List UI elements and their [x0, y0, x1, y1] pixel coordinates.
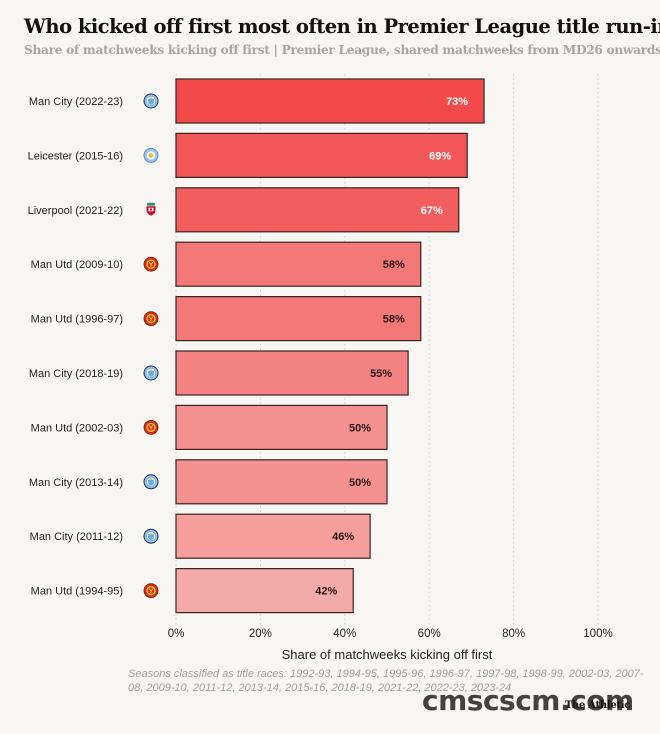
bar-row: Liverpool (2021-22) 67% [28, 187, 460, 233]
man-city-crest-icon [143, 474, 159, 490]
leicester-crest-icon [143, 147, 159, 163]
x-tick-label: 0% [168, 628, 185, 640]
bar [175, 567, 354, 614]
chart-title: Who kicked off first most often in Premi… [24, 15, 660, 38]
value-label: 46% [332, 531, 354, 543]
man-utd-crest-icon [143, 311, 159, 327]
category-label: Man City (2018-19) [29, 368, 123, 380]
man-utd-crest-icon [143, 583, 159, 598]
chart-subtitle: Share of matchweeks kicking off first | … [24, 43, 660, 57]
bar [175, 350, 409, 396]
bar-rows: Man City (2022-23) 73% Leicester (2015-16)… [28, 78, 485, 614]
bar [175, 78, 485, 124]
man-city-crest-icon [143, 365, 159, 381]
x-tick-label: 40% [333, 628, 356, 640]
category-label: Man City (2011-12) [30, 531, 123, 543]
value-label: 69% [429, 150, 451, 162]
bar [175, 513, 371, 559]
category-label: Leicester (2015-16) [28, 150, 123, 162]
bar [175, 296, 422, 342]
category-label: Man Utd (2009-10) [31, 259, 123, 271]
category-label: Man Utd (2002-03) [31, 422, 123, 434]
man-city-crest-icon [143, 528, 159, 544]
bar-row: Man Utd (1994-95) 42% [31, 567, 354, 614]
footnote: Seasons classified as title races: 1992-… [128, 668, 644, 694]
category-label: Man City (2022-23) [29, 96, 123, 108]
category-label: Man City (2013-14) [29, 477, 123, 489]
bar-row: Man City (2022-23) 73% [29, 78, 485, 124]
watermark: cmscscm.com [422, 684, 634, 717]
x-tick-label: 20% [249, 628, 272, 640]
value-label: 67% [421, 205, 443, 217]
bar-row: Man Utd (2009-10) 58% [31, 241, 422, 287]
value-label: 50% [349, 477, 371, 489]
bar [175, 187, 460, 233]
bar [175, 241, 422, 287]
value-label: 42% [315, 586, 337, 598]
liverpool-crest-icon [146, 202, 156, 216]
x-tick-label: 60% [418, 628, 441, 640]
bar-row: Man Utd (2002-03) 50% [31, 404, 388, 450]
man-utd-crest-icon [143, 256, 159, 272]
bar [175, 459, 388, 505]
value-label: 55% [370, 368, 392, 380]
value-label: 50% [349, 422, 371, 434]
x-axis-ticks: 0% 20% 40% 60% 80% 100% [168, 628, 613, 640]
value-label: 58% [383, 314, 405, 326]
x-tick-label: 80% [502, 628, 525, 640]
category-label: Man Utd (1994-95) [31, 586, 123, 598]
bar-row: Man Utd (1996-97) 58% [31, 296, 422, 342]
x-axis-title: Share of matchweeks kicking off first [282, 647, 493, 662]
category-label: Liverpool (2021-22) [28, 205, 123, 217]
bar-row: Leicester (2015-16) 69% [28, 132, 468, 178]
category-label: Man Utd (1996-97) [31, 314, 123, 326]
bar-row: Man City (2011-12) 46% [30, 513, 371, 559]
bar [175, 404, 388, 450]
value-label: 73% [446, 96, 468, 108]
bar-row: Man City (2018-19) 55% [29, 350, 409, 396]
man-utd-crest-icon [143, 419, 159, 435]
value-label: 58% [383, 259, 405, 271]
x-tick-label: 100% [583, 628, 612, 640]
man-city-crest-icon [143, 93, 159, 109]
publisher-logo: The Athletic [564, 700, 630, 711]
bar [175, 132, 468, 178]
bar-row: Man City (2013-14) 50% [29, 459, 388, 505]
